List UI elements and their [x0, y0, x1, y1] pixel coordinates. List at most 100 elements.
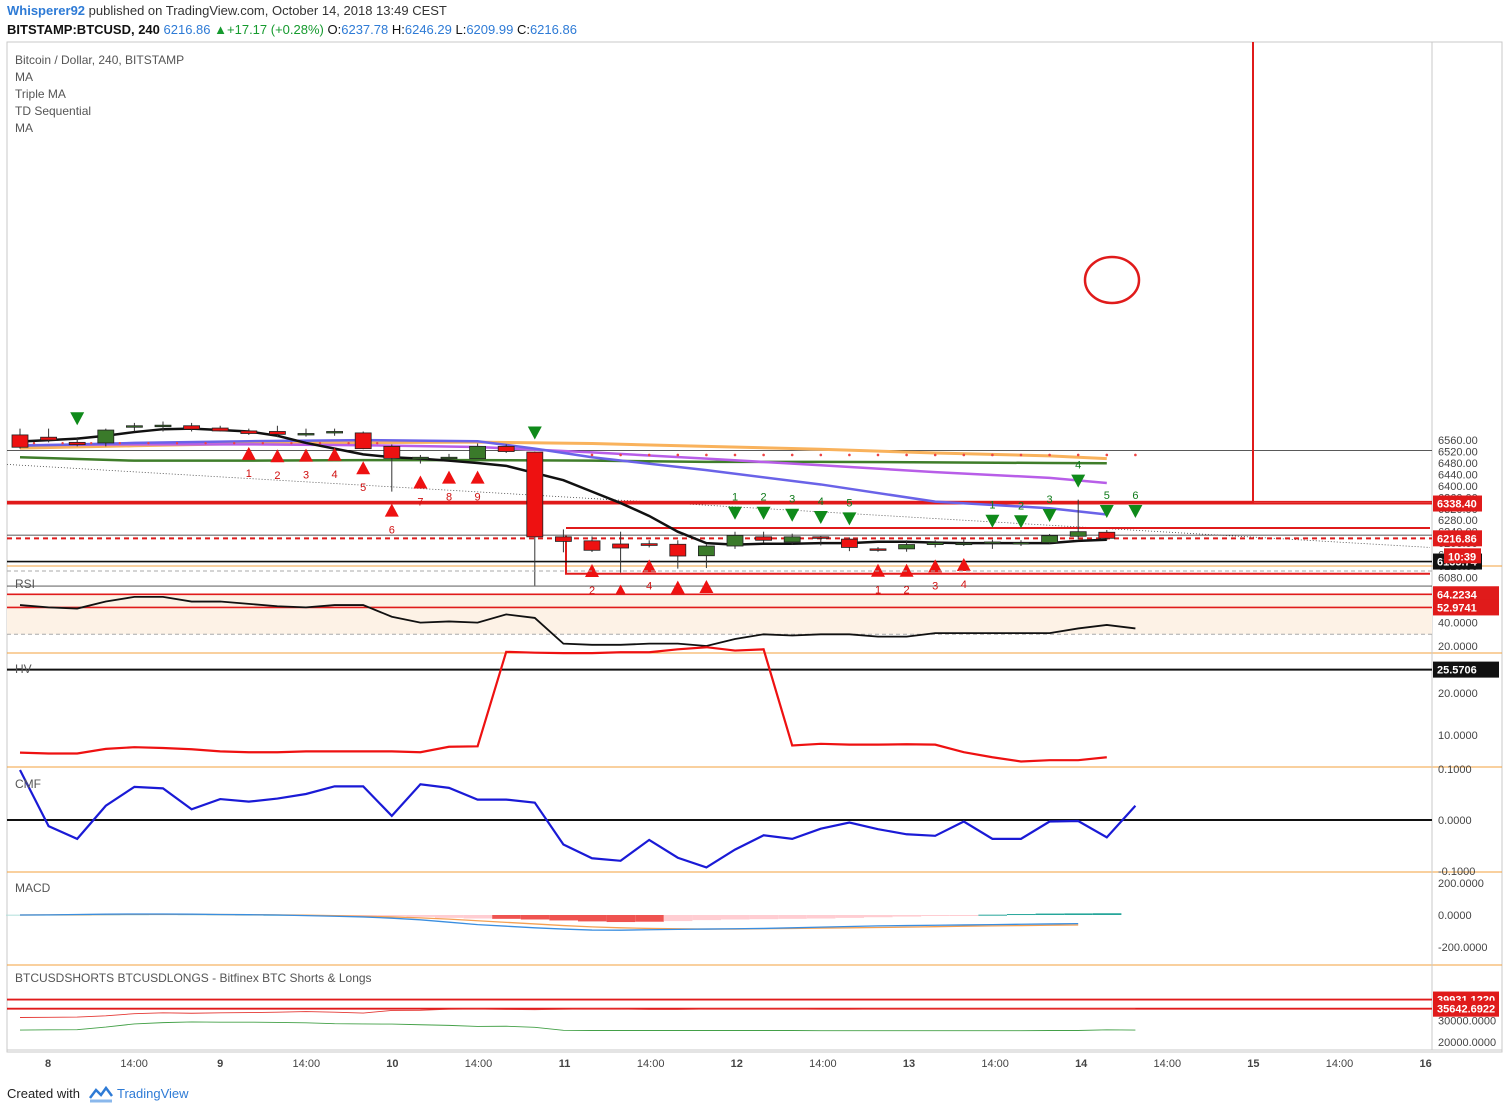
td-count-label: 1: [246, 468, 252, 480]
time-tick-label: 14:00: [465, 1058, 493, 1070]
candle-body: [354, 432, 372, 450]
chart-header: Whisperer92 published on TradingView.com…: [0, 0, 1508, 40]
projection-dot: [676, 453, 680, 457]
ma-green-line: [19, 456, 1107, 465]
countdown-label: 10:39: [1448, 551, 1476, 563]
candle-body: [240, 430, 258, 434]
author-link[interactable]: Whisperer92: [7, 3, 86, 18]
td-count-label: 3: [789, 494, 795, 506]
level-price-tag: [1433, 495, 1482, 512]
highlight-circle: [1083, 255, 1141, 305]
td-buy-setup-marker-icon: [70, 412, 85, 426]
value-tag-label: 52.9741: [1437, 602, 1477, 614]
resistance-box: [7, 42, 1254, 503]
panel-title: RSI: [15, 577, 35, 591]
countdown-tag: [1444, 548, 1481, 564]
macd-histogram-bar: [492, 915, 521, 919]
td-count-label: 6: [1132, 490, 1138, 502]
value-tag: [1433, 661, 1499, 678]
projection-dot: [233, 442, 236, 445]
td-buy-setup-marker-icon: [1014, 515, 1028, 529]
td-count-label: 8: [446, 492, 452, 504]
high-label: H:: [391, 22, 405, 37]
axis-tick-label: -0.1000: [1438, 866, 1475, 878]
td-sell-setup-marker-icon: [241, 446, 256, 460]
time-tick-label: 10: [386, 1058, 398, 1070]
candle-body: [783, 536, 801, 543]
td-count-label: 9: [475, 492, 481, 504]
projection-dot: [318, 442, 322, 445]
candle-body: [383, 445, 401, 459]
axis-tick-label: 20.0000: [1438, 688, 1478, 700]
axis-tick-label: 10.0000: [1438, 730, 1478, 742]
support-box: [565, 535, 1430, 575]
projection-dot: [204, 442, 207, 445]
td-sell-setup-marker-icon: [899, 563, 914, 577]
axis-tick-label: 20.0000: [1438, 641, 1478, 653]
panel-title: MACD: [15, 881, 51, 895]
td-buy-setup-marker-icon: [1071, 474, 1086, 488]
td-count-label: 1: [989, 500, 995, 512]
td-count-label: 3: [303, 470, 309, 482]
projection-dot: [590, 453, 594, 457]
longs-line: [19, 1021, 1136, 1032]
tradingview-logo-icon: [89, 1085, 113, 1103]
candle-body: [97, 429, 115, 444]
td-sell-setup-marker-icon: [299, 448, 313, 462]
ma-blue-line: [19, 438, 1107, 516]
low-value: 6209.99: [466, 22, 514, 37]
projection-dot: [347, 442, 350, 445]
level-price-label: 6216.86: [1437, 533, 1477, 545]
price-tick-label: 6520.00: [1438, 447, 1478, 459]
candle-body: [183, 425, 201, 430]
ma-purple-line: [19, 443, 1107, 485]
projection-dot: [376, 442, 379, 445]
candle-body: [211, 427, 229, 432]
tradingview-link[interactable]: TradingView: [117, 1086, 189, 1101]
main-legend-title: Bitcoin / Dollar, 240, BITSTAMP: [15, 53, 184, 67]
candle-body: [640, 543, 658, 546]
td-sell-setup-marker-icon: [642, 559, 657, 573]
projection-dot: [933, 453, 937, 457]
projection-dot: [819, 453, 823, 457]
price-tick-label: 6280.00: [1438, 515, 1478, 527]
projection-dot: [733, 453, 737, 457]
candle-body: [555, 536, 572, 542]
axis-tick-label: 30000.0000: [1438, 1016, 1496, 1028]
td-buy-setup-marker-icon: [756, 506, 771, 520]
candle-body: [812, 536, 830, 539]
candle-body: [869, 548, 887, 551]
value-tag-label: 64.2234: [1437, 589, 1478, 601]
projection-dot: [991, 453, 994, 457]
macd-histogram-bar: [692, 915, 721, 921]
high-value: 6246.29: [404, 22, 452, 37]
td-count-label: 5: [846, 497, 852, 509]
td-sell-setup-marker-icon: [356, 461, 371, 475]
td-sell-setup-marker-icon: [270, 449, 285, 463]
candle-body: [411, 456, 429, 460]
td-count-label: 7: [417, 497, 423, 509]
projection-dot: [790, 453, 794, 457]
macd-histogram-bar: [406, 915, 435, 917]
candle-body: [926, 542, 944, 545]
macd-histogram-bar: [663, 915, 693, 922]
macd-histogram-bar: [377, 915, 407, 917]
candle-body: [440, 456, 458, 460]
candle-body: [726, 535, 744, 547]
macd-histogram-bar: [921, 915, 950, 916]
macd-histogram-bar: [1092, 913, 1122, 915]
axis-tick-label: 200.0000: [1438, 878, 1484, 890]
time-tick-label: 14:00: [981, 1058, 1009, 1070]
panel-title: BTCUSDSHORTS BTCUSDLONGS - Bitfinex BTC …: [15, 971, 372, 985]
td-count-label: 1: [875, 585, 881, 597]
level-price-tag: [1433, 530, 1482, 547]
value-tag-label: 35642.6922: [1437, 1004, 1495, 1016]
td-count-label: 2: [589, 585, 595, 597]
td-sell-setup-marker-icon: [442, 470, 456, 484]
price-tick-label: 6480.00: [1438, 458, 1478, 470]
td-buy-setup-marker-icon: [785, 508, 800, 522]
macd-histogram-bar: [892, 915, 922, 917]
projection-dot: [1048, 453, 1051, 457]
time-tick-label: 11: [559, 1058, 571, 1070]
